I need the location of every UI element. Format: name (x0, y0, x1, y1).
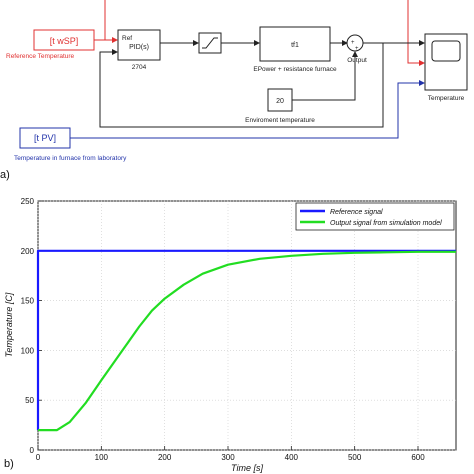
tf-name: tf1 (291, 42, 299, 49)
sum-caption: Output (347, 57, 367, 64)
wire-feedback (99, 43, 384, 128)
x-tick-label: 400 (285, 453, 299, 462)
panel-a-label: a) (0, 169, 10, 181)
sum-plus-bottom: + (355, 46, 359, 52)
series-line-output (38, 250, 456, 432)
wire-pv-scope (70, 80, 425, 139)
y-tick-label: 250 (21, 197, 35, 206)
panel-a: [t wSP] Reference Temperature Ref PID(s)… (0, 0, 468, 181)
wire-red-right (407, 0, 425, 66)
legend-box (295, 202, 455, 231)
series (36, 249, 456, 432)
series-line-reference (36, 249, 456, 431)
x-tick-label: 500 (348, 453, 362, 462)
panel-b-label: b) (4, 458, 14, 470)
tf-caption: EPower + resistance furnace (253, 66, 337, 73)
y-tick-label: 50 (25, 396, 34, 405)
y-tick-label: 0 (30, 446, 35, 455)
x-tick-label: 200 (158, 453, 172, 462)
pid-ref-port: Ref (122, 35, 132, 42)
wire-env-sum (292, 51, 358, 101)
y-tick-label: 150 (21, 297, 35, 306)
tf-block[interactable] (259, 26, 331, 62)
legend: Reference signal Output signal from simu… (295, 202, 455, 231)
panel-b-chart: 0 50 100 150 200 250 0 100 200 300 400 500 600 Refe… (4, 197, 457, 473)
env-value: 20 (276, 98, 284, 105)
scope-caption: Temperature (428, 95, 465, 102)
legend-label-output: Output signal from simulation model (330, 220, 442, 227)
setpoint-label: [t wSP] (50, 36, 79, 46)
x-tick-label: 0 (36, 453, 41, 462)
plot-area (37, 200, 457, 451)
setpoint-caption: Reference Temperature (6, 53, 75, 60)
saturation-icon (202, 37, 218, 49)
scope-screen-icon (431, 40, 461, 62)
pid-caption: 2704 (132, 64, 147, 71)
pid-name: PID(s) (129, 44, 149, 51)
env-caption: Enviroment temperature (245, 117, 315, 124)
sum-plus-top: + (351, 40, 355, 46)
y-tick-label: 100 (21, 346, 35, 355)
legend-label-reference: Reference signal (330, 209, 383, 216)
pid-block[interactable] (117, 29, 161, 61)
x-ticks: 0 100 200 300 400 500 600 (36, 446, 425, 462)
y-axis-label: Temperature [C] (4, 292, 14, 357)
pv-caption: Temperature in furnace from laboratory (14, 155, 127, 162)
x-axis-label: Time [s] (231, 463, 263, 473)
x-tick-label: 300 (221, 453, 235, 462)
y-tick-label: 200 (21, 247, 35, 256)
x-tick-label: 600 (411, 453, 425, 462)
pv-label: [t PV] (34, 133, 56, 143)
x-tick-label: 100 (95, 453, 109, 462)
